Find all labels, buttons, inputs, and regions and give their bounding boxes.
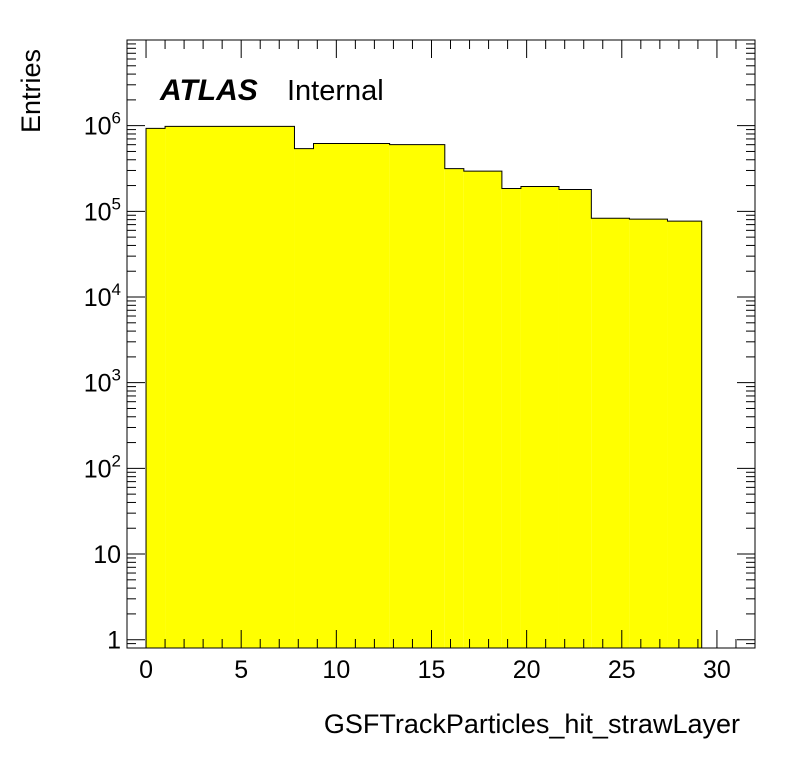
axis-ticks	[126, 39, 756, 649]
x-tick-label: 10	[322, 656, 350, 684]
y-tick-label: 106	[84, 109, 121, 141]
histogram-bars	[145, 125, 703, 649]
x-tick-labels: 0 5 10 15 20 25 30	[139, 656, 731, 684]
x-tick-label: 0	[139, 656, 153, 684]
internal-label: Internal	[287, 75, 384, 107]
histogram-bin	[520, 186, 559, 648]
histogram-bin	[558, 189, 592, 648]
histogram-bin	[146, 128, 166, 648]
y-tick-label: 1	[107, 627, 121, 655]
x-axis-label: GSFTrackParticles_hit_strawLayer	[324, 709, 740, 739]
histogram-bin	[591, 218, 630, 648]
histogram-bin	[444, 168, 464, 648]
y-tick-label: 104	[84, 280, 121, 312]
histogram-bin	[629, 219, 668, 648]
histogram-outline	[145, 125, 703, 648]
histogram-bin	[667, 221, 702, 648]
x-tick-label: 25	[608, 656, 636, 684]
y-tick-labels: 1 10 102 103 104 105 106	[84, 109, 121, 655]
histogram-bin	[313, 143, 390, 648]
atlas-label: ATLAS	[159, 74, 258, 107]
y-axis-label: Entries	[16, 49, 46, 133]
x-tick-label: 30	[703, 656, 731, 684]
y-tick-label: 105	[84, 194, 121, 226]
histogram-bin	[463, 171, 502, 648]
x-tick-label: 5	[234, 656, 248, 684]
plot-frame	[126, 39, 756, 649]
histogram-bin	[501, 188, 521, 648]
histogram-bin	[389, 144, 445, 648]
y-tick-label: 10	[93, 541, 121, 569]
histogram-bin	[165, 126, 295, 649]
x-tick-label: 15	[418, 656, 446, 684]
y-tick-label: 103	[84, 366, 121, 398]
y-tick-label: 102	[84, 451, 121, 483]
x-tick-label: 20	[513, 656, 541, 684]
histogram-bin	[294, 148, 314, 648]
